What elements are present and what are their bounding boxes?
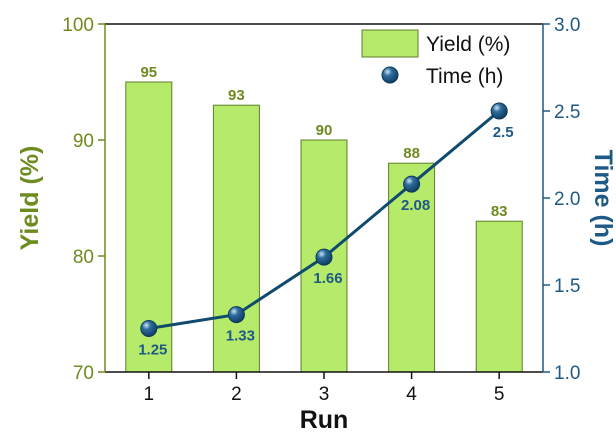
time-line-layer [140,102,508,337]
time-point-label: 1.33 [226,328,255,345]
x-tick-label: 3 [319,384,330,405]
legend-yield-label: Yield (%) [426,33,510,56]
yield-bar-label: 93 [228,87,245,104]
legend: Yield (%) Time (h) [361,29,510,88]
legend-yield-swatch [361,29,419,58]
x-axis-title: Run [300,406,349,434]
time-marker [403,175,421,193]
left-tick-label: 70 [73,363,94,384]
time-marker [490,102,508,120]
right-tick-label: 1.0 [554,363,580,384]
time-point-label: 2.5 [493,124,514,141]
left-tick-label: 100 [62,15,94,36]
time-marker [227,306,245,324]
time-point-label: 1.25 [138,342,167,359]
yield-bar-label: 88 [403,145,420,162]
yield-bar [475,220,523,373]
yield-bar [388,162,436,373]
yield-bar-label: 95 [140,64,157,81]
time-point-label: 1.66 [313,270,342,287]
x-tick-label: 2 [231,384,242,405]
time-point-label: 2.08 [401,197,430,214]
labels-layer: 95 93 90 88 83 1.25 1.33 1.66 2.08 2.5 [138,64,513,359]
x-tick-label: 5 [494,384,505,405]
legend-time-marker [381,66,399,84]
legend-time-label: Time (h) [426,65,503,88]
time-marker [315,248,333,266]
left-tick-label: 90 [73,131,94,152]
right-tick-label: 2.0 [554,189,580,210]
right-tick-label: 1.5 [554,276,580,297]
yield-bar-label: 83 [491,203,508,220]
left-tick-label: 80 [73,247,94,268]
x-tick-label: 4 [406,384,417,405]
right-axis-title: Time (h) [589,150,616,247]
right-tick-label: 3.0 [554,15,580,36]
yield-bar-label: 90 [316,122,333,139]
yield-bar [212,104,260,373]
left-axis-title: Yield (%) [16,146,44,251]
right-tick-label: 2.5 [554,102,580,123]
ticks-layer: 70 80 90 100 1.0 1.5 2.0 2.5 3.0 1 2 3 4 5 [62,15,580,405]
x-tick-label: 1 [144,384,155,405]
time-marker [140,320,158,337]
